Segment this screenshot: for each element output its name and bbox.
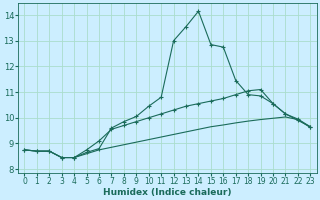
X-axis label: Humidex (Indice chaleur): Humidex (Indice chaleur) — [103, 188, 232, 197]
